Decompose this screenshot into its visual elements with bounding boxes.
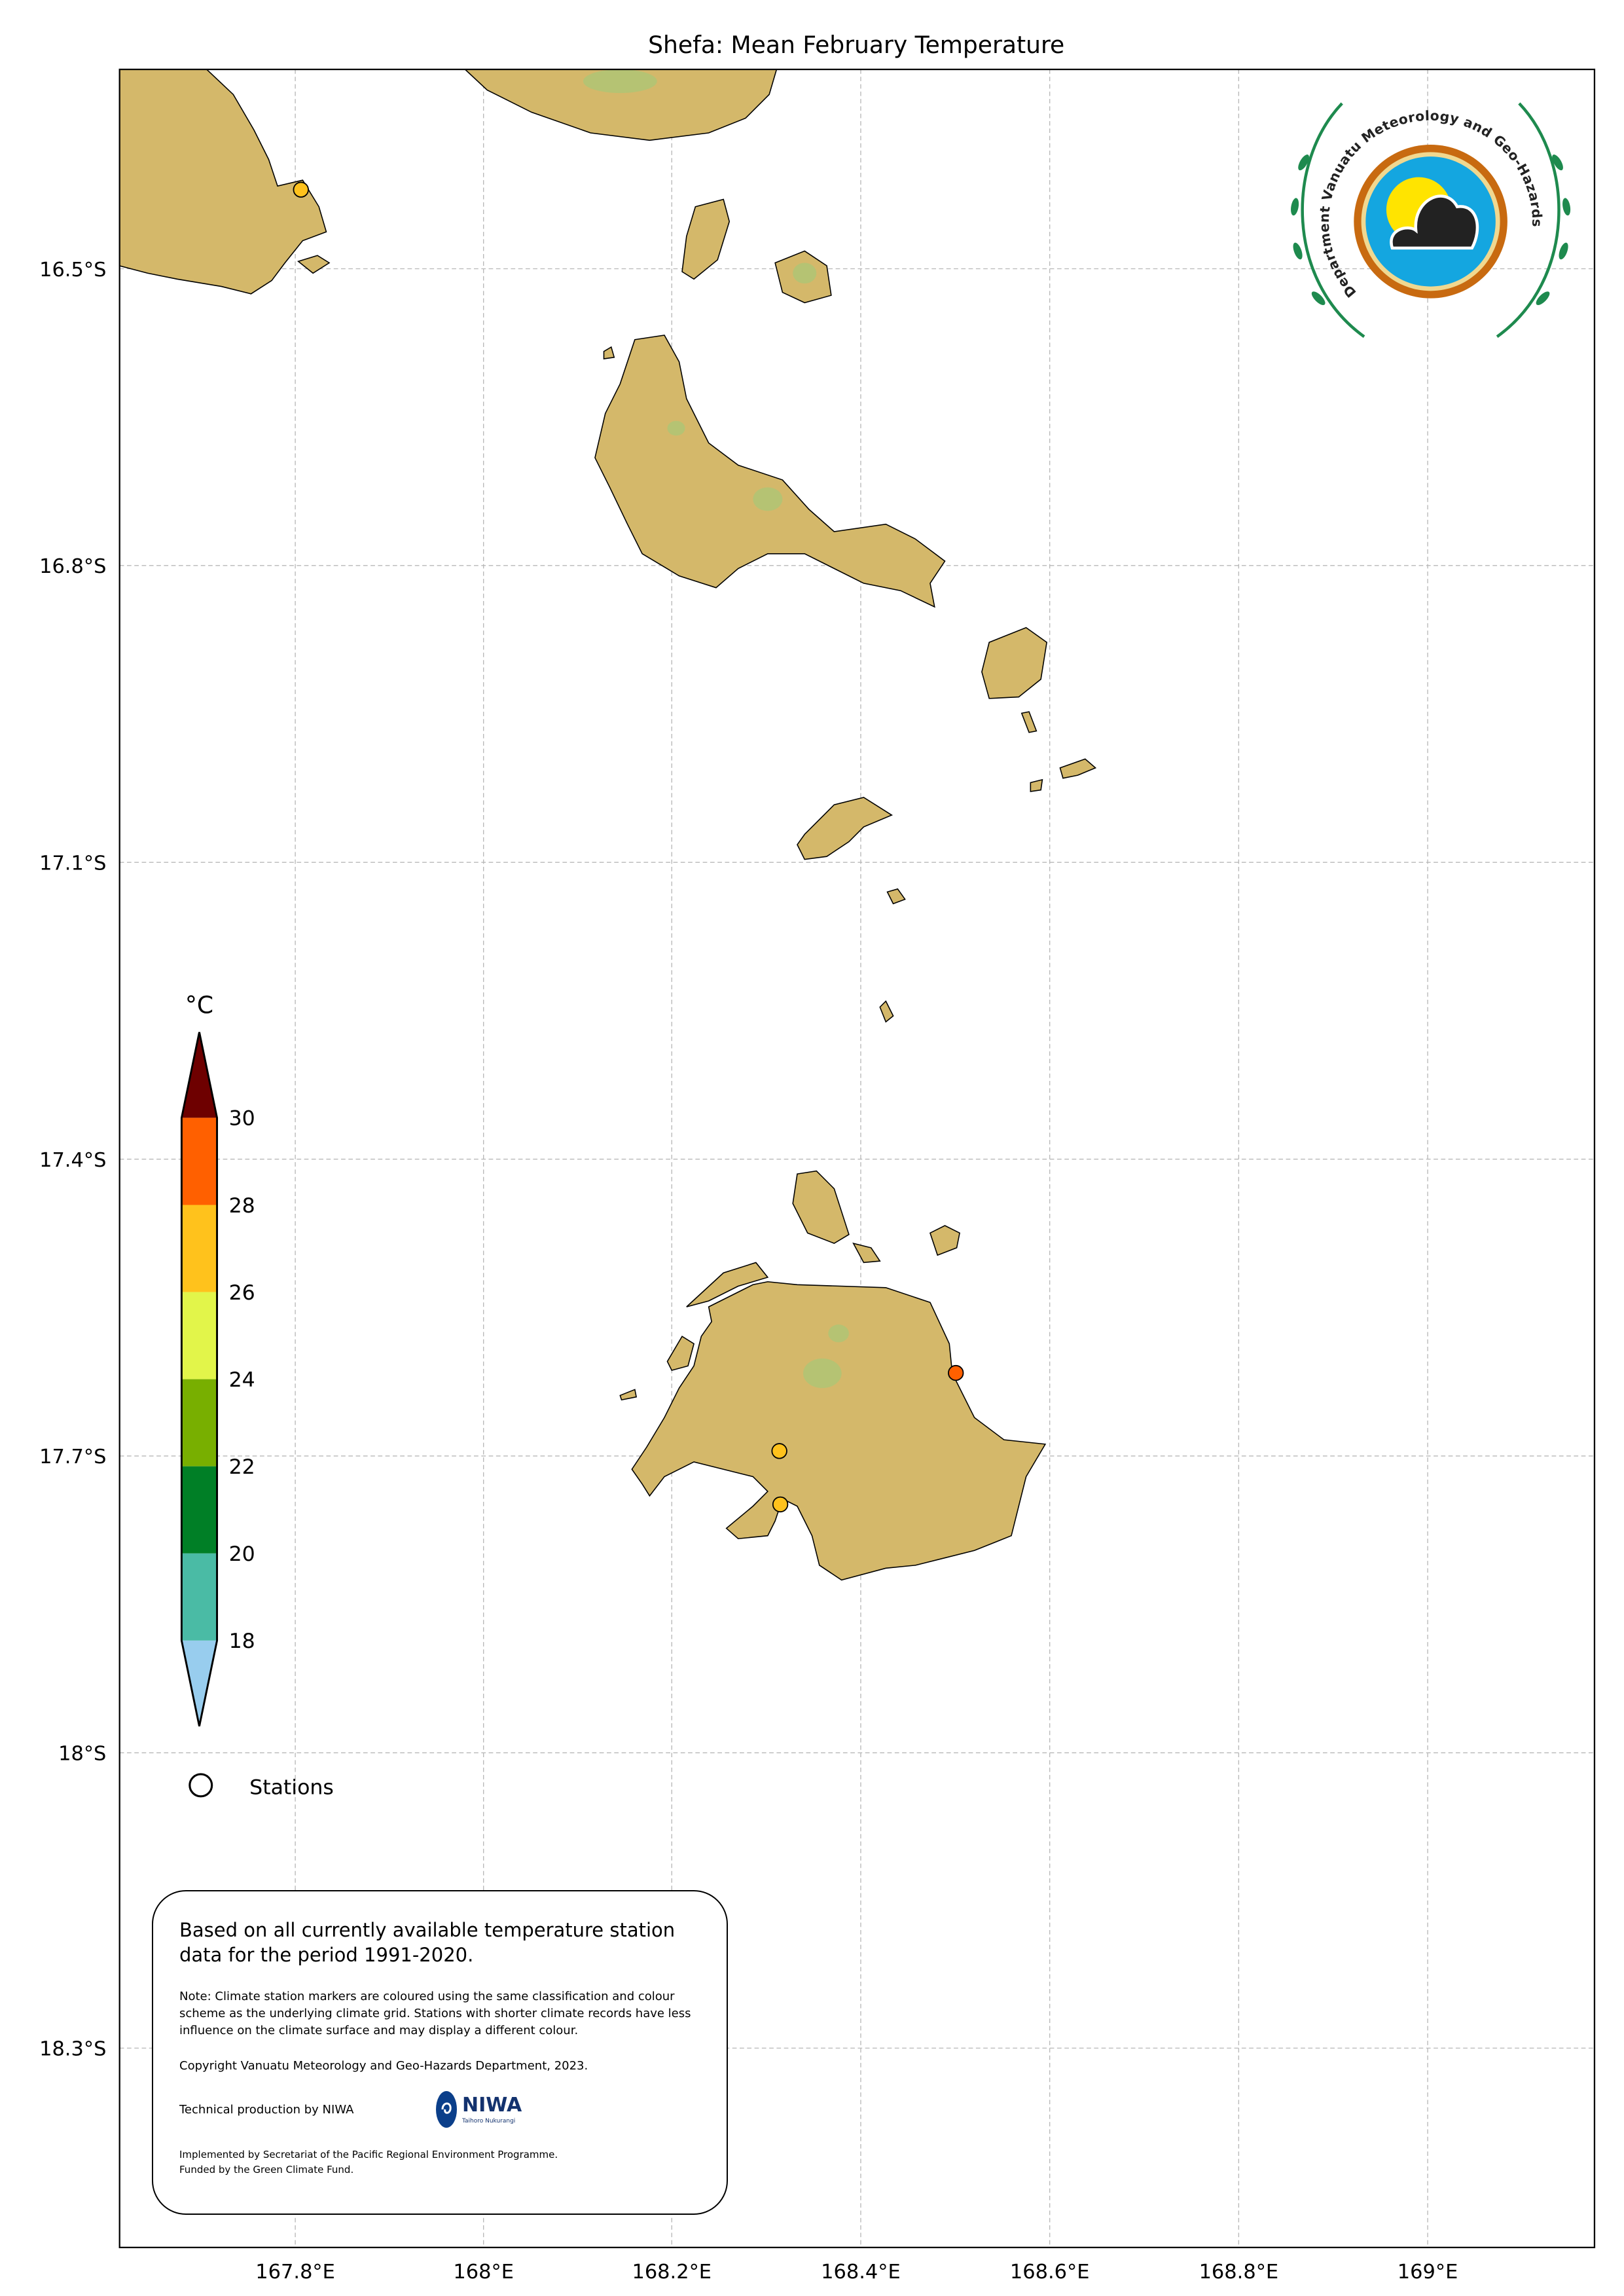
colorbar-bottom-extension <box>181 1640 217 1726</box>
implemented-text: Implemented by Secretariat of the Pacifi… <box>179 2149 558 2160</box>
lat-tick-label: 16.8°S <box>39 555 106 578</box>
niwa-logo-text: NIWA <box>462 2094 522 2117</box>
island-small-4 <box>797 797 893 860</box>
island-northwest <box>118 69 327 295</box>
technical-production-row: Technical production by NIWA NIWA Taihor… <box>179 2090 700 2129</box>
colorbar-label: 28 <box>229 1194 255 1218</box>
colorbar-labels: 30 28 26 24 22 20 18 <box>229 1107 255 1653</box>
map-title: Shefa: Mean February Temperature <box>648 31 1064 59</box>
island-small-17 <box>619 1389 638 1401</box>
info-box: Based on all currently available tempera… <box>152 1890 728 2215</box>
island-small-6 <box>886 888 906 905</box>
colorbar-outline <box>180 1032 219 1726</box>
lon-tick-label: 168.2°E <box>632 2261 712 2284</box>
lat-tick-label: 18°S <box>58 1743 106 1766</box>
colorbar-bin <box>181 1379 217 1467</box>
lat-tick-label: 17.7°S <box>39 1446 106 1468</box>
colorbar: °C 30 28 26 24 22 20 18 <box>180 991 255 1726</box>
island-small-16 <box>666 1336 695 1372</box>
island-small-9 <box>1030 778 1043 792</box>
colorbar-top-extension <box>181 1032 217 1118</box>
lon-tick-label: 168.4°E <box>821 2261 901 2284</box>
station-marker <box>293 181 309 198</box>
info-note-text: Note: Climate station markers are colour… <box>179 1990 691 2037</box>
station-legend-marker-icon <box>189 1773 213 1798</box>
lon-tick-label: 168.8°E <box>1199 2261 1279 2284</box>
station-marker <box>771 1443 787 1459</box>
island-small-12 <box>792 1170 850 1245</box>
colorbar-label: 20 <box>229 1542 255 1566</box>
lat-tick-label: 16.5°S <box>39 259 106 282</box>
station-markers <box>293 181 964 1513</box>
station-marker <box>948 1364 964 1381</box>
colorbar-bin <box>181 1466 217 1554</box>
colorbar-label: 26 <box>229 1281 255 1305</box>
island-small-13 <box>929 1225 960 1256</box>
island-epi <box>594 335 946 608</box>
lon-tick-label: 168°E <box>453 2261 514 2284</box>
funded-text: Funded by the Green Climate Fund. <box>179 2164 354 2176</box>
islands <box>118 69 1097 1581</box>
niwa-swirl-icon <box>436 2091 457 2128</box>
island-small-14 <box>852 1242 881 1264</box>
colorbar-bin <box>181 1292 217 1379</box>
lon-tick-label: 168.6°E <box>1010 2261 1090 2284</box>
island-north <box>463 69 778 141</box>
lon-tick-label: 169°E <box>1398 2261 1458 2284</box>
lat-tick-label: 18.3°S <box>39 2038 106 2061</box>
island-small-3 <box>981 627 1048 699</box>
station-marker <box>772 1496 789 1513</box>
niwa-logo-subtext: Taihoro Nukurangi <box>462 2118 516 2124</box>
niwa-logo: NIWA Taihoro Nukurangi <box>435 2090 522 2129</box>
info-main-text: Based on all currently available tempera… <box>179 1919 676 1966</box>
island-small-10 <box>297 255 331 274</box>
colorbar-bin <box>181 1118 217 1205</box>
longitude-labels: 167.8°E 168°E 168.2°E 168.4°E 168.6°E 16… <box>255 2261 1458 2284</box>
colorbar-label: 18 <box>229 1630 255 1653</box>
colorbar-label: 22 <box>229 1455 255 1479</box>
island-small-5 <box>1059 758 1097 779</box>
lat-tick-label: 17.4°S <box>39 1149 106 1172</box>
colorbar-label: 30 <box>229 1107 255 1131</box>
island-small-8 <box>1020 711 1038 733</box>
colorbar-label: 24 <box>229 1368 255 1392</box>
lon-tick-label: 167.8°E <box>255 2261 335 2284</box>
island-small-7 <box>879 1000 894 1023</box>
island-small-15 <box>686 1262 769 1307</box>
colorbar-unit: °C <box>185 991 213 1019</box>
latitude-labels: 16.5°S 16.8°S 17.1°S 17.4°S 17.7°S 18°S … <box>39 259 106 2061</box>
lat-tick-label: 17.1°S <box>39 852 106 875</box>
stations-legend: Stations <box>189 1773 334 1799</box>
colorbar-bin <box>181 1205 217 1292</box>
vmgd-logo: Department Vanuatu Meteorology and Geo-H… <box>1291 102 1571 338</box>
copyright-text: Copyright Vanuatu Meteorology and Geo-Ha… <box>179 2059 588 2073</box>
map-frame <box>118 68 1596 2248</box>
island-small-11 <box>603 346 615 359</box>
stations-legend-label: Stations <box>249 1776 334 1799</box>
island-small-1 <box>681 198 731 280</box>
colorbar-bin <box>181 1553 217 1641</box>
technical-production-text: Technical production by NIWA <box>179 2102 354 2117</box>
